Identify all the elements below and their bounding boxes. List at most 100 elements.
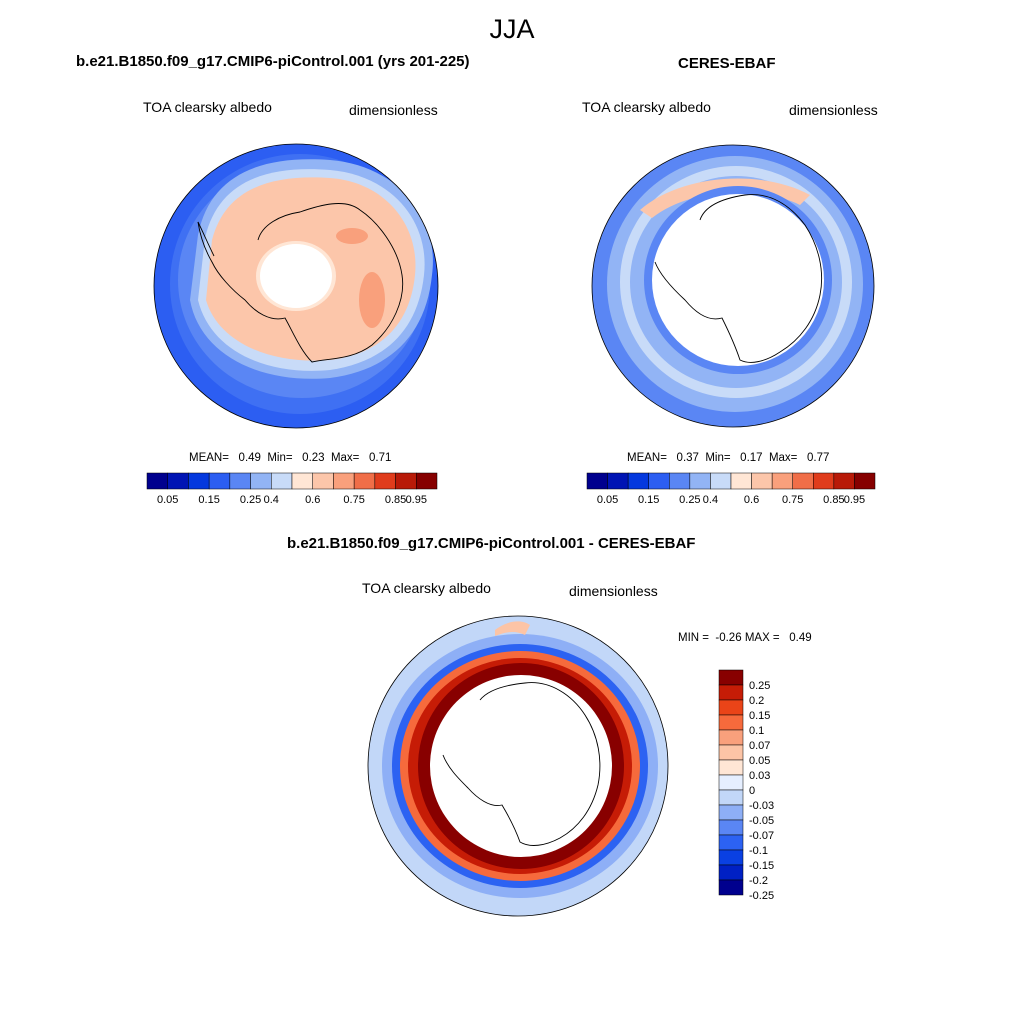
panel3-variable-label: TOA clearsky albedo — [362, 580, 491, 596]
map2-pole-hole — [652, 194, 824, 366]
map2-high-albedo-arc — [640, 178, 810, 218]
panel3-colorbar-tick-label: -0.1 — [749, 845, 768, 857]
panel1-colorbar-swatch-13 — [416, 472, 438, 490]
panel3-colorbar-tick-label: 0.2 — [749, 695, 764, 707]
panel3-colorbar-swatch-12 — [718, 849, 744, 866]
panel3-colorbar-swatch-11 — [718, 834, 744, 851]
panel1-colorbar-swatch-7 — [291, 472, 313, 490]
panel3-colorbar-swatch-0 — [718, 669, 744, 686]
map1-frame — [153, 143, 439, 429]
map-panel3 — [367, 615, 669, 917]
panel1-colorbar-swatch-1 — [167, 472, 189, 490]
panel2-stats: MEAN= 0.37 Min= 0.17 Max= 0.77 — [627, 452, 830, 464]
panel3-colorbar-swatch-7 — [718, 774, 744, 791]
panel1-variable-label: TOA clearsky albedo — [143, 99, 272, 115]
panel1-colorbar-swatch-3 — [208, 472, 231, 490]
panel1-colorbar: 0.05 0.15 0.25 0.4 0.6 0.75 0.85 0.95 — [146, 472, 438, 506]
map3-positive-patch — [495, 621, 530, 636]
panel3-colorbar-swatch-6 — [718, 759, 744, 776]
panel1-colorbar-tick-label: 0.05 — [157, 494, 178, 506]
panel2-colorbar-swatch-8 — [751, 472, 773, 490]
panel3-colorbar-swatch-14 — [718, 879, 744, 896]
map3-antarctica-coastline — [442, 682, 601, 846]
panel2-units-label: dimensionless — [789, 102, 878, 118]
panel3-stats: MIN = -0.26 MAX = 0.49 — [678, 632, 812, 644]
map2-antarctica-coastline — [654, 194, 823, 363]
panel3-colorbar-tick-label: 0.07 — [749, 740, 770, 752]
map1-peninsula-coastline — [197, 221, 215, 257]
panel2-colorbar-tick-label: 0.05 — [597, 494, 618, 506]
panel2-variable-label: TOA clearsky albedo — [582, 99, 711, 115]
panel2-colorbar-swatch-7 — [730, 472, 752, 490]
panel1-colorbar-swatch-2 — [188, 472, 210, 490]
panel2-colorbar-swatch-3 — [648, 472, 670, 490]
panel3-colorbar-tick-label: 0 — [749, 785, 755, 797]
panel3-colorbar-swatch-10 — [718, 819, 744, 836]
panel3-colorbar-tick-label: -0.05 — [749, 815, 774, 827]
panel2-title: CERES-EBAF — [678, 55, 776, 72]
map1-pole-hole — [260, 244, 332, 308]
panel2-colorbar-tick-label: 0.25 — [679, 494, 700, 506]
panel1-colorbar-swatch-0 — [146, 472, 168, 490]
panel1-colorbar-tick-label: 0.6 — [305, 494, 320, 506]
panel1-colorbar-tick-label: 0.4 — [264, 494, 279, 506]
map1-max-patch-b — [359, 272, 385, 328]
map2-frame — [591, 144, 875, 428]
panel1-colorbar-tick-label: 0.75 — [343, 494, 364, 506]
panel1-colorbar-swatch-11 — [374, 472, 396, 490]
panel2-colorbar-tick-label: 0.4 — [703, 494, 718, 506]
panel3-colorbar-tick-label: 0.15 — [749, 710, 770, 722]
panel3-colorbar-swatch-13 — [718, 864, 744, 881]
panel2-colorbar-tick-label: 0.6 — [744, 494, 759, 506]
panel2-colorbar-swatch-5 — [689, 472, 711, 490]
panel1-colorbar-swatch-10 — [353, 472, 376, 490]
panel1-colorbar-swatch-8 — [312, 472, 334, 490]
panel3-colorbar-tick-label: -0.07 — [749, 830, 774, 842]
panel3-colorbar-tick-label: -0.25 — [749, 890, 774, 902]
panel1-colorbar-swatch-5 — [250, 472, 272, 490]
panel1-colorbar-swatch-4 — [229, 472, 251, 490]
panel3-colorbar-swatch-5 — [718, 744, 744, 761]
panel3-colorbar-swatch-4 — [718, 729, 744, 746]
panel2-colorbar-swatch-6 — [710, 472, 732, 490]
map3-frame — [367, 615, 669, 917]
figure-title: JJA — [489, 14, 535, 44]
panel1-colorbar-swatch-6 — [271, 472, 293, 490]
panel3-colorbar-tick-label: -0.15 — [749, 860, 774, 872]
panel2-colorbar-swatch-4 — [669, 472, 691, 490]
panel2-colorbar-swatch-2 — [627, 472, 649, 490]
map-panel2 — [591, 144, 875, 428]
panel1-title: b.e21.B1850.f09_g17.CMIP6-piControl.001 … — [76, 53, 470, 70]
panel2-colorbar-swatch-10 — [792, 472, 814, 490]
panel3-title: b.e21.B1850.f09_g17.CMIP6-piControl.001 … — [287, 535, 696, 552]
panel2-colorbar: 0.05 0.15 0.25 0.4 0.6 0.75 0.85 0.95 — [586, 472, 876, 506]
panel3-colorbar: 0.25 0.2 0.15 0.1 0.07 0.05 0.03 0 -0.03 -0.05 -0.… — [718, 669, 774, 902]
panel1-colorbar-tick-label: 0.95 — [406, 494, 427, 506]
panel2-colorbar-tick-label: 0.85 — [823, 494, 844, 506]
panel2-colorbar-swatch-11 — [813, 472, 835, 490]
map1-max-patch-a — [336, 228, 368, 244]
panel2-colorbar-tick-label: 0.75 — [782, 494, 803, 506]
map-panel1 — [153, 143, 439, 429]
panel3-colorbar-tick-label: 0.25 — [749, 680, 770, 692]
panel1-colorbar-swatch-12 — [395, 472, 417, 490]
panel2-colorbar-swatch-0 — [586, 472, 608, 490]
panel1-colorbar-swatch-9 — [333, 472, 355, 490]
panel1-units-label: dimensionless — [349, 102, 438, 118]
map3-pole-hole — [430, 675, 612, 857]
panel2-colorbar-swatch-1 — [607, 472, 629, 490]
panel3-colorbar-swatch-2 — [718, 699, 744, 716]
panel1-colorbar-tick-label: 0.15 — [198, 494, 219, 506]
panel2-colorbar-swatch-9 — [771, 472, 793, 490]
panel2-colorbar-tick-label: 0.15 — [638, 494, 659, 506]
panel2-colorbar-swatch-13 — [854, 472, 876, 490]
panel3-units-label: dimensionless — [569, 583, 658, 599]
panel2-colorbar-swatch-12 — [833, 472, 855, 490]
panel1-stats: MEAN= 0.49 Min= 0.23 Max= 0.71 — [189, 452, 392, 464]
panel3-colorbar-tick-label: -0.2 — [749, 875, 768, 887]
panel3-colorbar-tick-label: 0.1 — [749, 725, 764, 737]
panel3-colorbar-swatch-8 — [718, 789, 744, 806]
panel1-colorbar-tick-label: 0.25 — [240, 494, 261, 506]
panel1-colorbar-tick-label: 0.85 — [385, 494, 406, 506]
